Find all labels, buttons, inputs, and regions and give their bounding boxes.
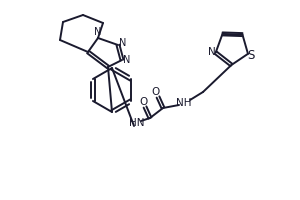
Text: N: N xyxy=(208,47,215,57)
Text: N: N xyxy=(119,38,127,48)
Text: S: S xyxy=(247,49,255,62)
Text: O: O xyxy=(152,87,160,97)
Text: HN: HN xyxy=(129,118,145,128)
Text: NH: NH xyxy=(176,98,192,108)
Text: N: N xyxy=(123,55,131,65)
Text: N: N xyxy=(94,27,102,37)
Text: O: O xyxy=(139,97,147,107)
